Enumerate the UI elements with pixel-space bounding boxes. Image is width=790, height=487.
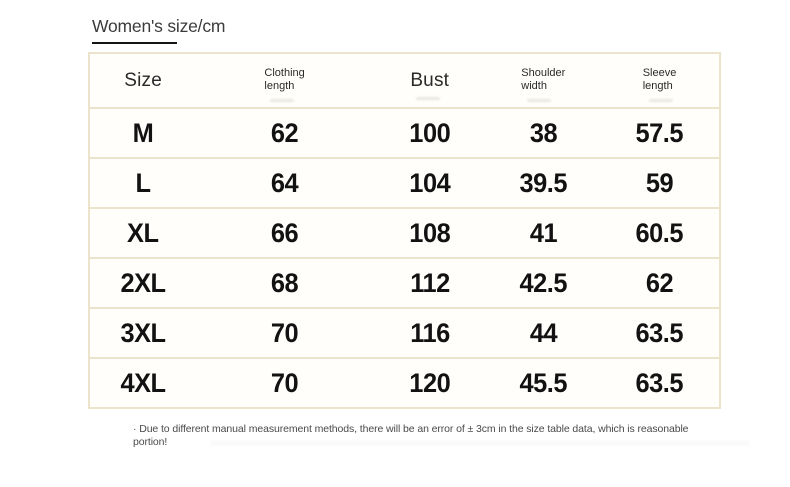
bust-cell: 116 <box>372 307 487 358</box>
size-cell: 3XL <box>89 307 197 358</box>
bust-cell: 108 <box>372 207 487 258</box>
column-header-shoulder-width-line2: width <box>521 80 547 93</box>
bust-cell: 104 <box>372 157 487 208</box>
column-header-bust: Bust <box>372 53 487 108</box>
shoulder-width-cell: 39.5 <box>486 157 601 208</box>
size-chart-table: Size Clothing length Bust <box>88 52 721 409</box>
erased-text-artifact <box>527 99 552 103</box>
title-underline <box>92 42 177 44</box>
measurement-disclaimer-line1: · Due to different manual measurement me… <box>133 423 689 435</box>
bust-cell: 112 <box>372 257 487 308</box>
erased-text-artifact <box>416 96 441 100</box>
column-header-clothing-length-line1: Clothing <box>264 66 305 79</box>
sleeve-length-cell: 63.5 <box>600 307 720 358</box>
sleeve-length-cell: 57.5 <box>600 107 720 158</box>
measurement-disclaimer: · Due to different manual measurement me… <box>133 423 733 449</box>
sleeve-length-cell: 60.5 <box>600 207 720 258</box>
shoulder-width-cell: 44 <box>486 307 601 358</box>
column-header-size-label: Size <box>124 69 163 91</box>
column-header-sleeve-length-line2: length <box>642 80 673 93</box>
shoulder-width-cell: 45.5 <box>486 357 601 408</box>
shoulder-width-cell: 42.5 <box>486 257 601 308</box>
table-row-2xl: 2XL 68 112 42.5 62 <box>89 257 720 308</box>
clothing-length-cell: 62 <box>196 107 373 158</box>
shoulder-width-cell: 41 <box>486 207 601 258</box>
shoulder-width-cell: 38 <box>486 107 601 158</box>
column-header-bust-label: Bust <box>410 69 450 91</box>
erased-text-artifact <box>210 441 750 445</box>
table-row-m: M 62 100 38 57.5 <box>89 107 720 158</box>
page-title: Women's size/cm <box>92 16 226 36</box>
column-header-sleeve-length-line1: Sleeve <box>642 66 677 79</box>
size-cell: L <box>89 157 197 208</box>
clothing-length-cell: 70 <box>196 307 373 358</box>
size-cell: 2XL <box>89 257 197 308</box>
erased-text-artifact <box>648 99 673 103</box>
size-cell: 4XL <box>89 357 197 408</box>
column-header-size: Size <box>89 53 197 108</box>
erased-text-artifact <box>270 99 295 103</box>
clothing-length-cell: 64 <box>196 157 373 208</box>
table-row-xl: XL 66 108 41 60.5 <box>89 207 720 258</box>
column-header-clothing-length: Clothing length <box>196 53 373 108</box>
bust-cell: 120 <box>372 357 487 408</box>
clothing-length-cell: 66 <box>196 207 373 258</box>
table-row-3xl: 3XL 70 116 44 63.5 <box>89 307 720 358</box>
sleeve-length-cell: 59 <box>600 157 720 208</box>
bust-cell: 100 <box>372 107 487 158</box>
sleeve-length-cell: 63.5 <box>600 357 720 408</box>
size-cell: M <box>89 107 197 158</box>
size-cell: XL <box>89 207 197 258</box>
table-row-4xl: 4XL 70 120 45.5 63.5 <box>89 357 720 408</box>
table-row-l: L 64 104 39.5 59 <box>89 157 720 208</box>
column-header-sleeve-length: Sleeve length <box>600 53 720 108</box>
table-header-row: Size Clothing length Bust <box>89 53 720 108</box>
column-header-shoulder-width-line1: Shoulder <box>521 66 566 79</box>
sleeve-length-cell: 62 <box>600 257 720 308</box>
column-header-clothing-length-line2: length <box>264 80 295 93</box>
clothing-length-cell: 68 <box>196 257 373 308</box>
clothing-length-cell: 70 <box>196 357 373 408</box>
measurement-disclaimer-line2: portion! <box>133 435 168 448</box>
column-header-shoulder-width: Shoulder width <box>486 53 601 108</box>
